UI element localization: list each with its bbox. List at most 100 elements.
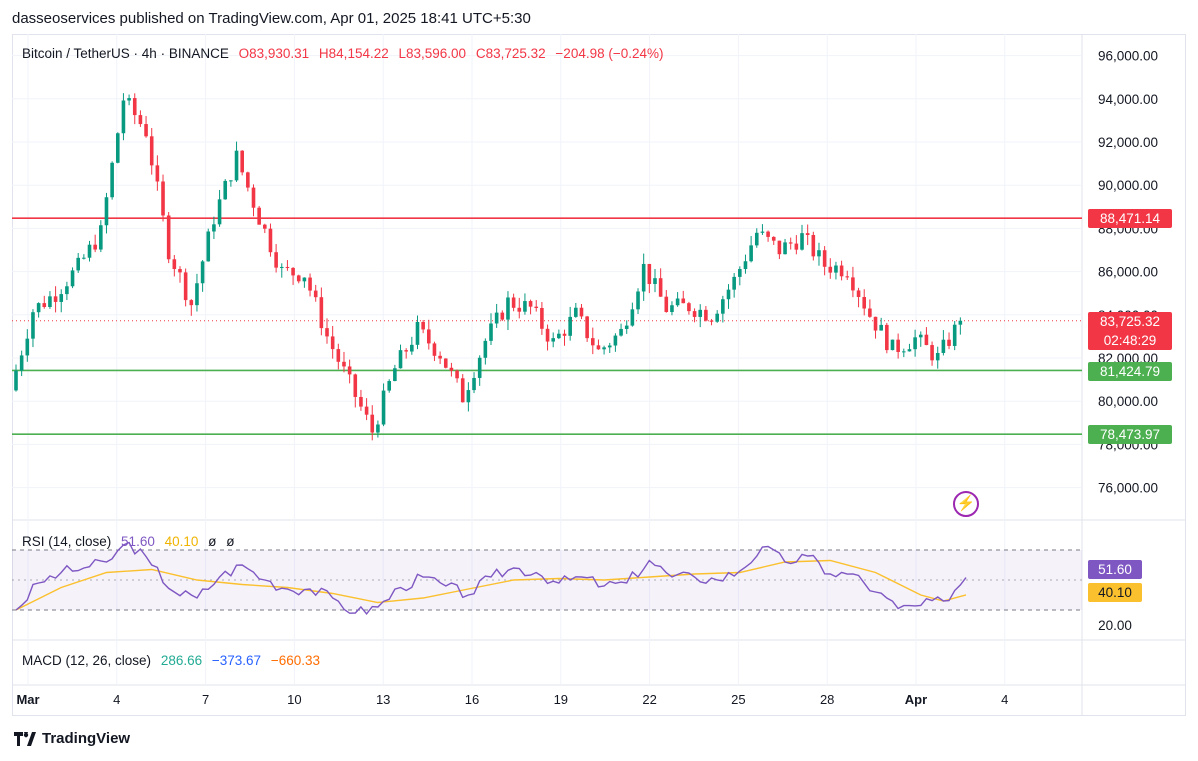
- macd-label[interactable]: MACD (12, 26, close): [22, 653, 152, 668]
- candle-body: [579, 307, 584, 317]
- candle-body: [630, 309, 635, 326]
- candle-body: [743, 261, 748, 270]
- candle-body: [687, 303, 691, 312]
- rsi-label[interactable]: RSI (14, close): [22, 534, 112, 549]
- candle-body: [398, 350, 403, 369]
- candle-body: [370, 414, 375, 433]
- candle-body: [777, 240, 782, 255]
- candle-body: [907, 349, 912, 352]
- x-tick-label: 13: [376, 692, 390, 707]
- candle-body: [410, 344, 414, 352]
- rsi-y-tick-label: 20.00: [1098, 618, 1132, 633]
- candle-body: [36, 303, 41, 313]
- rsi-price-label: 51.60: [1088, 560, 1142, 579]
- candle-body: [624, 325, 629, 329]
- high-value: H84,154.22: [318, 46, 389, 61]
- candle-body: [935, 352, 940, 361]
- candle-body: [132, 98, 137, 116]
- candle-body: [506, 297, 510, 320]
- candle-body: [53, 296, 58, 302]
- x-tick-label: 22: [642, 692, 656, 707]
- x-tick-label: Mar: [16, 692, 39, 707]
- candle-body: [698, 309, 703, 317]
- candle-body: [387, 381, 392, 391]
- candle-body: [771, 236, 776, 241]
- candle-body: [217, 199, 222, 225]
- candle-body: [19, 355, 24, 371]
- symbol-label[interactable]: Bitcoin / TetherUS · 4h · BINANCE: [22, 46, 229, 61]
- x-tick-label: 10: [287, 692, 301, 707]
- tradingview-wordmark: TradingView: [42, 730, 131, 747]
- candle-body: [178, 269, 182, 273]
- candle-body: [670, 305, 674, 313]
- y-tick-label: 76,000.00: [1098, 481, 1158, 496]
- tradingview-logo[interactable]: TradingView: [14, 730, 130, 747]
- candle-body: [212, 224, 216, 232]
- candle-body: [839, 265, 844, 277]
- x-tick-label: 19: [554, 692, 568, 707]
- candle-body: [206, 231, 211, 262]
- x-tick-label: 4: [113, 692, 120, 707]
- rsi-ma-value: 40.10: [164, 534, 199, 549]
- candle-body: [426, 329, 431, 344]
- candle-body: [166, 215, 171, 260]
- candle-body: [291, 267, 295, 276]
- candle-body: [268, 228, 273, 253]
- candle-body: [438, 355, 442, 359]
- candle-body: [636, 291, 640, 310]
- candle-body: [885, 324, 889, 351]
- candle-body: [721, 299, 725, 314]
- macd-signal-value: −373.67: [211, 653, 262, 668]
- bar-countdown: 02:48:29: [1103, 333, 1157, 348]
- candle-body: [800, 233, 804, 250]
- candle-body: [489, 323, 493, 341]
- candle-body: [364, 406, 369, 415]
- candle-body: [562, 333, 567, 336]
- last-price-value: 83,725.32: [1099, 314, 1161, 329]
- candle-body: [704, 309, 708, 321]
- candle-body: [104, 197, 109, 226]
- x-tick-label: 16: [465, 692, 479, 707]
- candle-body: [590, 338, 595, 346]
- candle-body: [246, 172, 250, 188]
- candle-body: [681, 298, 686, 304]
- candle-body: [70, 270, 75, 287]
- candle-body: [726, 289, 731, 300]
- candle-body: [393, 368, 397, 382]
- rsi-empty-2: ø: [226, 534, 235, 549]
- candle-body: [342, 361, 346, 367]
- candle-body: [359, 396, 363, 407]
- candle-body: [257, 207, 261, 225]
- chart-frame: [12, 34, 1186, 716]
- candle-body: [155, 165, 160, 182]
- candle-body: [862, 297, 867, 309]
- candle-body: [545, 328, 550, 342]
- candle-body: [172, 259, 177, 270]
- candle-body: [319, 297, 324, 329]
- candle-body: [472, 377, 476, 391]
- candle-body: [930, 345, 934, 361]
- candle-body: [14, 370, 18, 391]
- candle-body: [336, 349, 341, 362]
- y-tick-label: 92,000.00: [1098, 135, 1158, 150]
- candle-body: [313, 290, 318, 298]
- candle-body: [466, 390, 471, 403]
- candle-body: [82, 257, 86, 259]
- candle-body: [794, 243, 799, 250]
- candle-body: [99, 225, 103, 250]
- x-tick-label: 4: [1001, 692, 1008, 707]
- candle-body: [805, 233, 810, 236]
- candle-body: [42, 303, 47, 307]
- candle-body: [121, 100, 126, 134]
- candle-body: [31, 312, 35, 339]
- candle-body: [229, 180, 233, 182]
- candle-body: [918, 334, 923, 338]
- lightning-icon[interactable]: ⚡: [953, 491, 979, 517]
- candle-body: [494, 312, 499, 324]
- candle-body: [87, 244, 92, 258]
- candle-body: [308, 277, 312, 291]
- candle-body: [330, 336, 335, 350]
- candle-body: [455, 370, 459, 379]
- candle-body: [766, 231, 770, 237]
